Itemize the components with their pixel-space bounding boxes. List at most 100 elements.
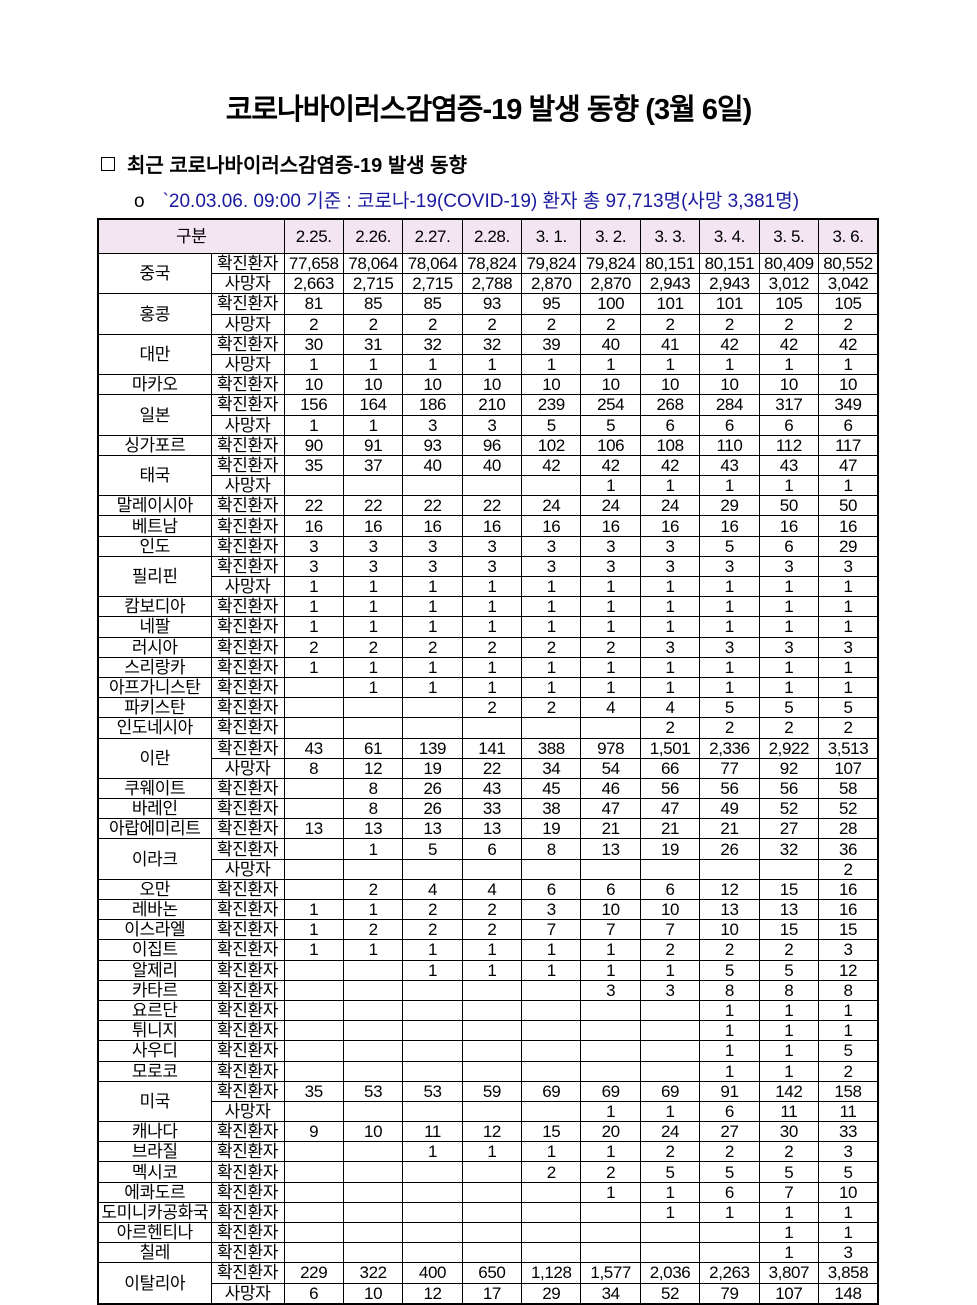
row-type: 확진환자 [210, 1242, 285, 1264]
table-row: 카타르 확진환자 3 3 8 8 8 [97, 979, 879, 1001]
value-cell [283, 838, 344, 860]
row-type: 확진환자 [210, 818, 285, 840]
value-cell: 3 [758, 555, 820, 578]
value-cell: 40 [402, 454, 463, 477]
value-cell: 77 [699, 757, 760, 779]
value-cell: 1 [402, 959, 463, 981]
value-cell: 2 [758, 1141, 820, 1163]
value-cell: 4 [580, 697, 641, 719]
value-cell [402, 1020, 463, 1042]
value-cell [283, 999, 344, 1022]
table-row: 오만 확진환자 2 4 4 6 6 6 12 15 16 [97, 878, 879, 901]
value-cell: 1 [758, 1040, 820, 1062]
basis-line: o `20.03.06. 09:00 기준 : 코로나-19(COVID-19) … [134, 186, 799, 213]
value-cell: 20 [580, 1121, 641, 1143]
value-cell: 45 [521, 777, 582, 800]
table-row: 베트남 확진환자 16 16 16 16 16 16 16 16 16 16 [97, 515, 879, 537]
value-cell: 79,824 [521, 252, 582, 275]
table-row: 에콰도르 확진환자 1 1 6 7 10 [97, 1181, 879, 1203]
value-cell [461, 858, 523, 880]
value-cell: 3 [283, 535, 344, 557]
value-cell [639, 999, 701, 1022]
value-cell [461, 475, 523, 497]
value-cell: 15 [758, 878, 820, 901]
country-name: 싱가포르 [97, 434, 212, 456]
value-cell: 15 [818, 919, 879, 941]
value-cell: 2 [580, 313, 641, 335]
value-cell [461, 1040, 523, 1062]
value-cell [699, 1242, 760, 1264]
value-cell: 1 [283, 656, 344, 678]
row-type: 확진환자 [210, 515, 285, 537]
value-cell: 3 [342, 535, 404, 557]
country-name: 캐나다 [97, 1121, 212, 1143]
bullet: o [134, 191, 145, 212]
table-row: 사망자 2 [98, 858, 879, 880]
value-cell: 8 [283, 757, 344, 779]
value-cell [461, 1161, 523, 1183]
table-row: 아르헨티나 확진환자 1 1 [97, 1221, 879, 1244]
row-type: 사망자 [210, 313, 285, 335]
value-cell: 80,409 [758, 252, 820, 275]
value-cell: 1 [639, 575, 701, 598]
value-cell: 6 [461, 838, 523, 860]
value-cell: 1 [342, 596, 404, 618]
row-type: 사망자 [210, 353, 285, 376]
value-cell: 2 [699, 939, 760, 961]
value-cell [283, 878, 344, 901]
country-name: 튀니지 [97, 1020, 212, 1042]
value-cell: 5 [818, 1040, 879, 1062]
value-cell: 5 [402, 838, 463, 860]
value-cell: 1 [580, 596, 641, 618]
value-cell [580, 1020, 641, 1042]
value-cell: 1 [580, 1141, 641, 1163]
date-header: 3. 3. [639, 218, 701, 254]
value-cell: 1 [758, 1242, 820, 1264]
row-type: 확진환자 [210, 596, 285, 618]
value-cell: 6 [580, 878, 641, 901]
value-cell: 69 [580, 1080, 641, 1102]
country-name: 칠레 [97, 1242, 212, 1264]
value-cell: 6 [818, 414, 879, 436]
value-cell: 1 [818, 1201, 879, 1224]
value-cell [342, 1040, 404, 1062]
value-cell: 3 [580, 979, 641, 1001]
value-cell: 2,943 [699, 273, 760, 295]
value-cell: 1 [283, 939, 344, 961]
table-row: 대만 확진환자 30 31 32 32 39 40 41 42 42 42 [97, 333, 879, 376]
row-type: 확진환자 [210, 676, 285, 699]
date-header: 2.26. [342, 218, 404, 254]
row-type: 확진환자 [210, 616, 285, 638]
country-name: 카타르 [97, 979, 212, 1001]
value-cell [283, 798, 344, 820]
value-cell: 3 [639, 555, 701, 578]
value-cell: 1 [283, 616, 344, 638]
value-cell: 229 [283, 1262, 344, 1284]
value-cell [283, 717, 344, 739]
country-name: 아르헨티나 [97, 1221, 212, 1244]
value-cell: 3 [402, 535, 463, 557]
table-row: 캄보디아 확진환자 1 1 1 1 1 1 1 1 1 1 [97, 596, 879, 618]
value-cell [342, 697, 404, 719]
value-cell: 101 [639, 293, 701, 315]
value-cell: 16 [818, 515, 879, 537]
value-cell: 56 [699, 777, 760, 800]
table-row: 홍콩 확진환자 81 85 85 93 95 100 101 101 105 105 [97, 293, 879, 335]
value-cell [521, 717, 582, 739]
row-type: 사망자 [210, 575, 285, 598]
value-cell: 21 [580, 818, 641, 840]
value-cell [402, 475, 463, 497]
value-cell: 40 [461, 454, 523, 477]
value-cell [521, 999, 582, 1022]
value-cell: 17 [461, 1282, 523, 1305]
value-cell [342, 1201, 404, 1224]
value-cell: 16 [461, 515, 523, 537]
value-cell: 142 [758, 1080, 820, 1102]
value-cell: 1 [758, 999, 820, 1022]
value-cell: 1 [342, 353, 404, 376]
value-cell: 93 [402, 434, 463, 456]
value-cell: 1 [639, 353, 701, 376]
table-row: 인도 확진환자 3 3 3 3 3 3 3 5 6 29 [97, 535, 879, 557]
value-cell: 3,858 [818, 1262, 879, 1284]
value-cell: 1 [580, 575, 641, 598]
